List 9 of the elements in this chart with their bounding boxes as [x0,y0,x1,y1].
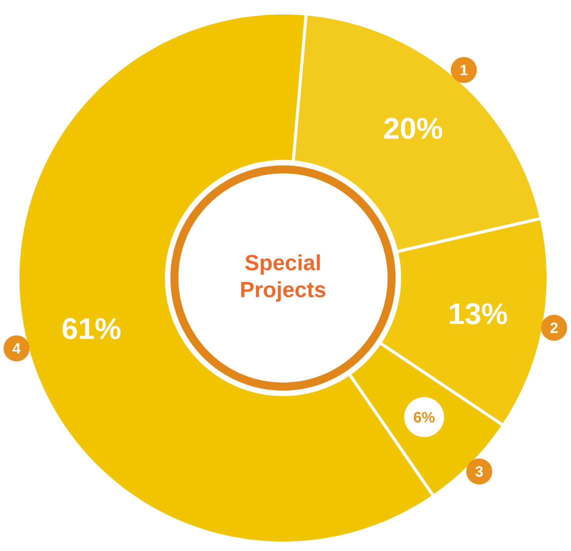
data-label: 13% [450,303,508,324]
text: Special Projects [241,254,326,302]
slice-label: 3 [475,466,483,477]
data-label: 6% [414,412,435,422]
data-label: 20% [384,118,442,139]
data-label: 61% [62,318,120,340]
slice-label: 1 [460,64,468,76]
slice-label: 4 [12,343,21,354]
slice-label: 2 [550,322,558,333]
